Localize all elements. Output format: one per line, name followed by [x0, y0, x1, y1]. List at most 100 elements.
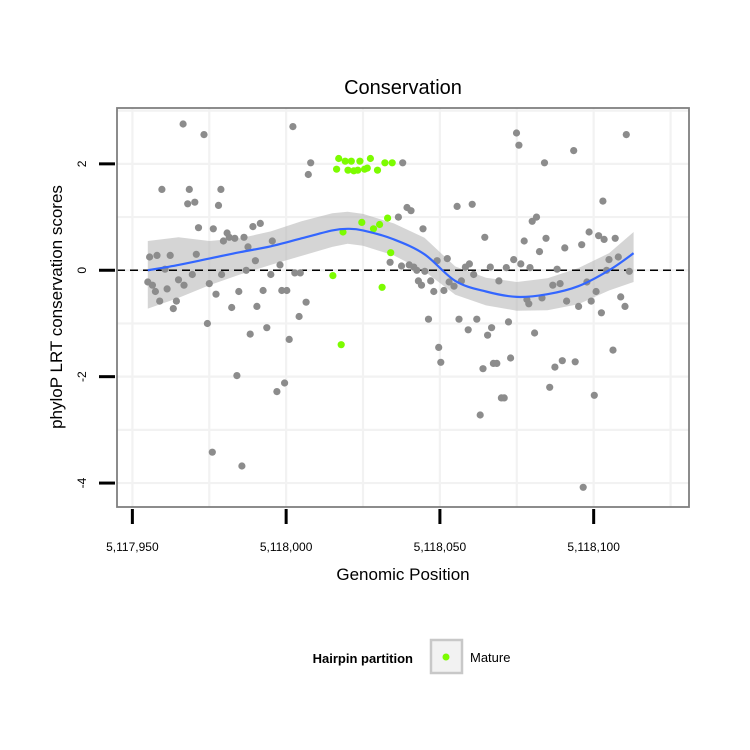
other-point	[495, 277, 503, 285]
mature-point	[344, 166, 352, 174]
other-point	[240, 233, 248, 241]
legend: Hairpin partition Mature	[313, 638, 510, 675]
other-point	[546, 383, 554, 391]
other-point	[553, 265, 561, 273]
other-point	[399, 159, 407, 167]
other-point	[263, 324, 271, 332]
other-point	[296, 269, 304, 277]
other-point	[599, 197, 607, 205]
y-tick-label: -2	[75, 371, 89, 382]
other-point	[421, 267, 429, 275]
other-point	[238, 462, 246, 470]
mature-points	[329, 154, 396, 349]
other-point	[174, 276, 183, 284]
other-point	[520, 237, 528, 245]
other-point	[231, 234, 239, 242]
other-point	[192, 250, 200, 258]
other-point	[184, 200, 192, 208]
smooth-curve	[147, 227, 635, 299]
other-point	[233, 372, 241, 380]
other-point	[185, 185, 193, 193]
other-point	[151, 287, 159, 296]
x-tick-label: 5,118,100	[567, 540, 620, 554]
other-point	[470, 270, 478, 279]
other-point	[203, 319, 211, 328]
other-point	[465, 260, 473, 268]
panel-frame	[116, 107, 690, 508]
other-point	[278, 286, 286, 295]
other-point	[212, 290, 220, 298]
other-point	[427, 277, 435, 285]
other-point	[172, 297, 180, 305]
other-point	[158, 185, 166, 193]
other-point	[622, 131, 630, 139]
other-point	[146, 253, 154, 261]
other-point	[500, 394, 508, 402]
other-point	[267, 270, 275, 279]
other-point	[219, 237, 227, 245]
other-point	[502, 264, 510, 272]
mature-point	[335, 154, 343, 163]
other-point	[259, 286, 267, 295]
other-point	[455, 315, 463, 323]
mature-point	[381, 159, 389, 167]
other-point	[291, 269, 299, 277]
other-point	[194, 224, 203, 232]
other-point	[595, 232, 603, 240]
other-point	[253, 302, 261, 310]
other-point	[597, 309, 606, 317]
other-point	[304, 170, 312, 179]
other-point	[590, 391, 598, 399]
other-point	[214, 201, 223, 209]
other-point	[556, 280, 564, 288]
other-point	[228, 303, 236, 312]
other-point	[605, 256, 613, 264]
x-axis: 5,117,950 5,118,000 5,118,050 5,118,100	[106, 509, 620, 554]
other-point	[295, 312, 303, 321]
y-axis-title: phyloP LRT conservation scores	[47, 185, 66, 429]
other-point	[156, 297, 164, 305]
other-point	[481, 233, 489, 241]
other-point	[540, 159, 549, 167]
other-point	[600, 235, 608, 243]
other-point	[549, 281, 557, 289]
mature-point	[339, 228, 347, 236]
other-point	[397, 262, 406, 270]
panel-background	[117, 108, 689, 507]
ribbon-area	[147, 211, 634, 311]
other-point	[484, 331, 492, 339]
y-tick-label: 0	[75, 267, 89, 274]
other-point	[419, 225, 427, 233]
other-point	[218, 270, 226, 279]
other-point	[289, 123, 297, 131]
other-point	[430, 287, 438, 296]
chart-title: Conservation	[344, 77, 462, 99]
other-point	[179, 120, 187, 128]
other-point	[579, 483, 587, 491]
y-tick-label: 2	[75, 160, 89, 167]
smooth-line	[147, 227, 635, 299]
other-points	[144, 120, 633, 491]
legend-mature-label: Mature	[470, 650, 510, 665]
other-point	[535, 248, 544, 256]
other-point	[307, 159, 315, 167]
x-axis-title: Genomic Position	[336, 565, 469, 584]
other-point	[249, 223, 257, 231]
other-point	[180, 281, 188, 289]
other-point	[532, 213, 541, 221]
other-point	[525, 300, 533, 308]
mature-point	[378, 283, 386, 291]
other-point	[413, 266, 421, 274]
other-point	[209, 225, 217, 233]
other-point	[592, 287, 600, 296]
other-point	[246, 330, 254, 338]
other-point	[476, 411, 484, 419]
other-point	[464, 326, 472, 334]
other-point	[188, 270, 196, 279]
other-point	[166, 251, 174, 259]
other-point	[208, 448, 216, 456]
other-point	[526, 264, 534, 272]
other-point	[200, 131, 208, 139]
other-point	[542, 234, 550, 242]
mature-point	[369, 225, 378, 233]
